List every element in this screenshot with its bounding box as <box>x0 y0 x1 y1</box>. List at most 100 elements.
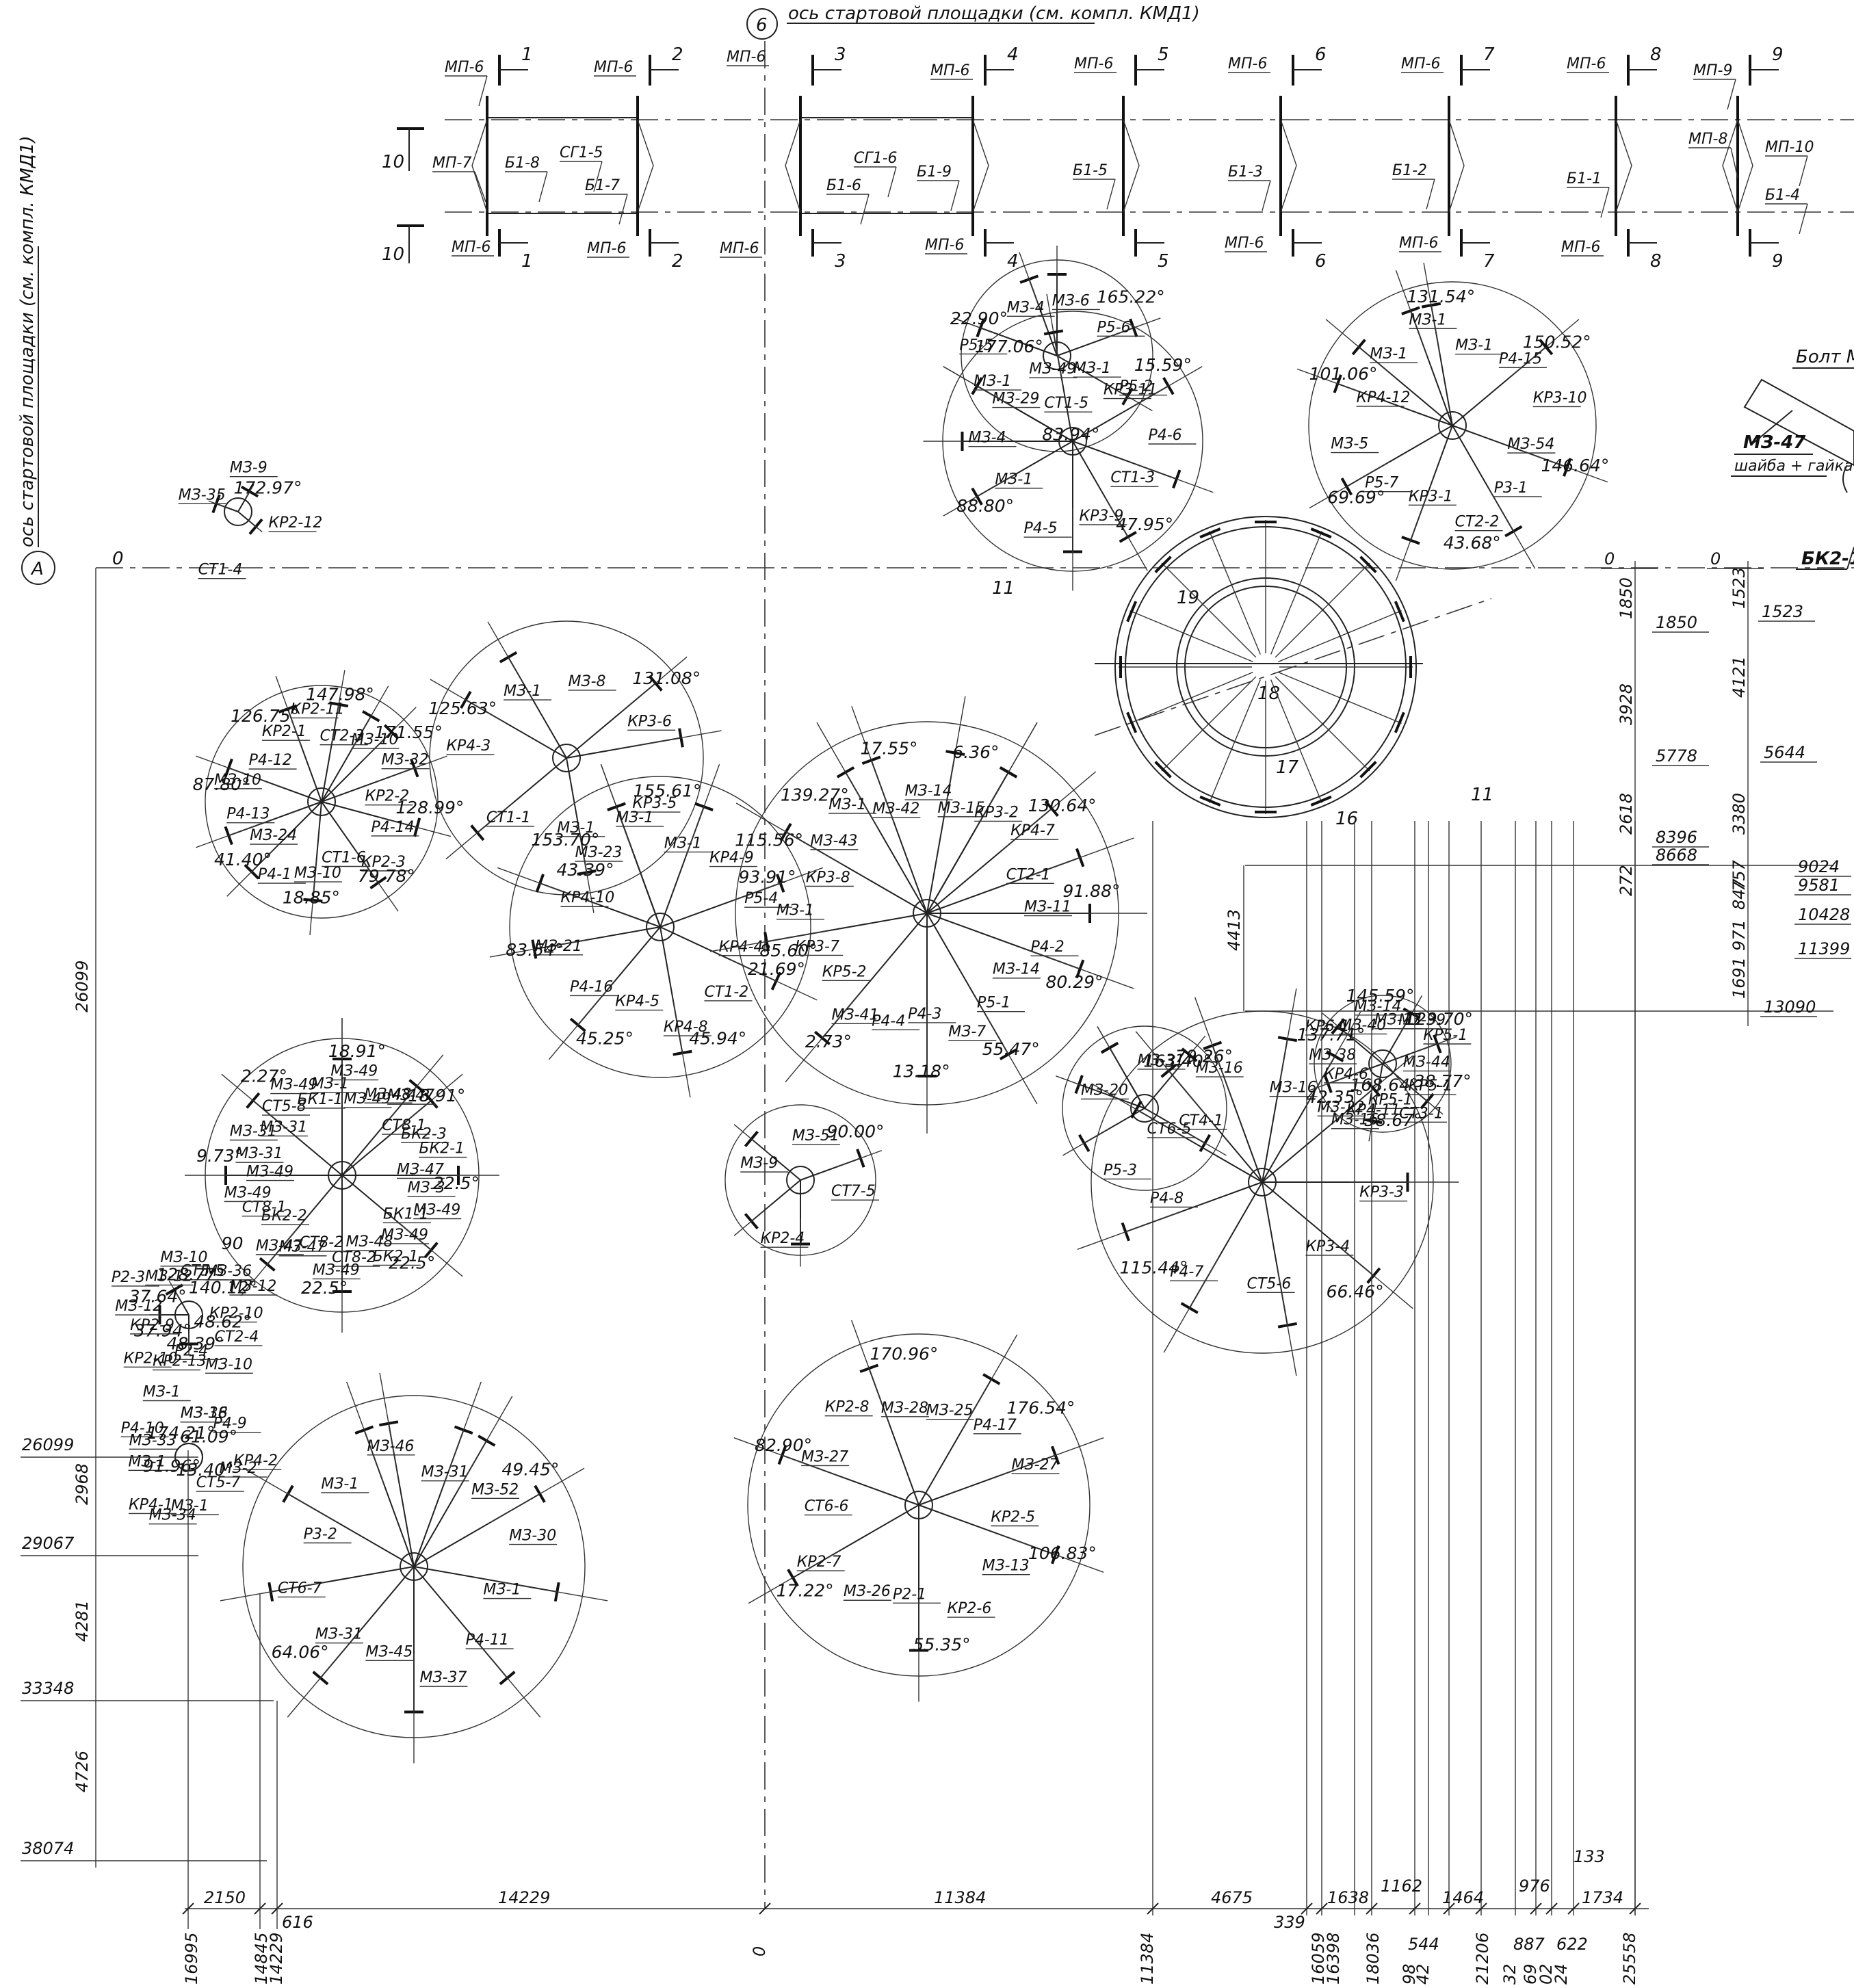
node-angle: 45.94° <box>689 1029 746 1049</box>
node-angle: 64.06° <box>272 1643 329 1662</box>
bottom-dim-span: 616 <box>282 1913 313 1932</box>
right-dim-value: 1523 <box>1762 602 1803 621</box>
node-label: МЗ-1 <box>483 1582 521 1599</box>
frame-label: МП-10 <box>1765 139 1814 156</box>
frame-brace <box>1448 119 1465 213</box>
node-angle: 55.35° <box>913 1635 971 1655</box>
node-angle: 48.62° <box>194 1312 251 1332</box>
node-dim-ext <box>287 1633 358 1718</box>
node-dim-ext <box>363 707 417 761</box>
node-label: МЗ-10 <box>294 865 341 882</box>
frame-label: СГ1-5 <box>560 144 603 161</box>
ring-bracket <box>1126 601 1138 623</box>
node-label: МЗ-47 <box>256 1238 303 1255</box>
node-label: МЗ-22 <box>1318 1099 1365 1116</box>
node-dim-ext <box>1423 263 1441 354</box>
node-angle: 18.91° <box>328 1041 386 1061</box>
node-label: МЗ-1 <box>995 471 1032 488</box>
node-hub <box>1438 411 1467 440</box>
node-angle: 49.45° <box>501 1459 559 1479</box>
right-dim-col1: 1850 <box>1617 577 1636 619</box>
node-dim-ext <box>943 366 1016 409</box>
node-label: МЗ-31 <box>260 1119 307 1136</box>
node-label: МЗ-45 <box>365 1643 413 1660</box>
section-label-top: 7 <box>1483 44 1495 65</box>
node-angle: 18.91° <box>408 1086 465 1106</box>
bolt-note: шайба + гайка <box>1734 458 1853 475</box>
node-label: КР4-2 <box>233 1452 278 1469</box>
bolt-detail: Болт М12 МЗ-47 шайба + гайка БК2-1 <box>1731 347 1854 570</box>
node-label: КР4-3 <box>446 737 491 755</box>
frame-label: Б1-4 <box>1765 187 1800 204</box>
node-label: СТ2-3 <box>320 728 365 745</box>
ring-spoke <box>1161 676 1257 772</box>
node-label: МЗ-1 <box>776 902 814 919</box>
node-dim-ext <box>686 764 720 855</box>
bottom-dim-tick <box>1530 1902 1542 1915</box>
node-hub <box>224 497 252 526</box>
node-label: МЗ-39 <box>1398 1012 1446 1029</box>
node-dim-ext <box>355 850 399 912</box>
node-dim-ext <box>578 826 595 913</box>
ring-spoke <box>1278 610 1402 662</box>
node-label: МЗ-36 <box>205 1263 252 1280</box>
axis-a-bubble <box>21 551 55 585</box>
node-label: Р5-2 <box>1119 378 1153 395</box>
bottom-dim-span: 1464 <box>1442 1888 1484 1907</box>
dim-4413: 4413 <box>1225 909 1244 951</box>
bottom-dim-tick <box>1545 1902 1558 1915</box>
node-14: МЗ-17МЗ-39КР5-1МЗ-44КР5-1СТ3-1КР5-1КР4-1… <box>1296 986 1473 1142</box>
node-dim-ext <box>1000 1437 1104 1476</box>
right-dim-value: 5644 <box>1764 743 1805 762</box>
node-label: МЗ-31 <box>230 1123 277 1140</box>
ring-bracket <box>1126 711 1138 733</box>
node-label: СТ6-6 <box>805 1498 849 1515</box>
node-dim-ext <box>735 802 843 865</box>
node-dim-ext <box>1194 997 1233 1101</box>
node-angle: 106.83° <box>1028 1543 1097 1563</box>
node-angle: 126.75° <box>231 706 299 726</box>
node-7: МЗ-1Р5-2Р4-6СТ1-3КР3-9Р4-5МЗ-1МЗ-4МЗ-1МЗ… <box>923 293 1214 591</box>
node-label: МЗ-24 <box>250 827 297 844</box>
frame-label: МП-6 <box>720 240 759 257</box>
node-angle: 6.36° <box>952 742 999 762</box>
node-angle: 128.77° <box>157 1265 225 1285</box>
node-dim-ext <box>709 930 831 952</box>
frame-brace <box>785 119 801 213</box>
node-label: МЗ-31 <box>1138 1052 1185 1069</box>
node-dim-ext <box>1305 1011 1361 1107</box>
node-label: МЗ-49 <box>1029 361 1076 378</box>
node-angle: 177.06° <box>975 337 1043 356</box>
node-dim-ext <box>836 1150 883 1168</box>
node-angle: 139.27° <box>781 785 849 805</box>
node-dim-ext <box>1395 270 1428 357</box>
node-label: КР4-9 <box>709 850 754 867</box>
node-label: СТ8-2 <box>332 1249 376 1266</box>
right-dim-col1: 2618 <box>1617 793 1636 835</box>
node-dim-ext <box>226 843 280 897</box>
bottom-dim-tick <box>1443 1902 1455 1915</box>
node-label: МЗ-31 <box>235 1145 283 1162</box>
node-9: МЗ-49МЗ-48МЗ-47СТ8-1БК2-3БК2-1МЗ-47МЗ-3М… <box>185 578 1493 1333</box>
frame-label: МП-6 <box>1399 235 1438 252</box>
node-label: МЗ-1 <box>143 1384 181 1401</box>
node-angle: 137.71° <box>1296 1025 1365 1045</box>
node-dim-ext <box>733 1437 837 1476</box>
node-dim-ext <box>489 1467 585 1523</box>
ring-spoke <box>1130 610 1253 662</box>
node-angle: 165.22° <box>1097 287 1165 306</box>
node-label: СТ7-5 <box>831 1183 876 1200</box>
left-dim-value: 33348 <box>22 1679 74 1698</box>
bottom-dim-tick <box>182 1902 194 1915</box>
ring-bracket <box>1359 761 1377 779</box>
node-dim-ext <box>1329 1055 1413 1127</box>
ring-spoke <box>1270 531 1322 655</box>
ring-spoke <box>1278 672 1402 724</box>
node-label: КР5-1 <box>1409 1077 1453 1095</box>
section-label-bottom: 1 <box>521 251 533 272</box>
node-1: МЗ-9 КР2-12 СТ1-4 МЗ-35 172.97° <box>178 460 322 579</box>
node-dim-ext <box>635 730 722 746</box>
node-label: МЗ-15 <box>938 800 985 817</box>
